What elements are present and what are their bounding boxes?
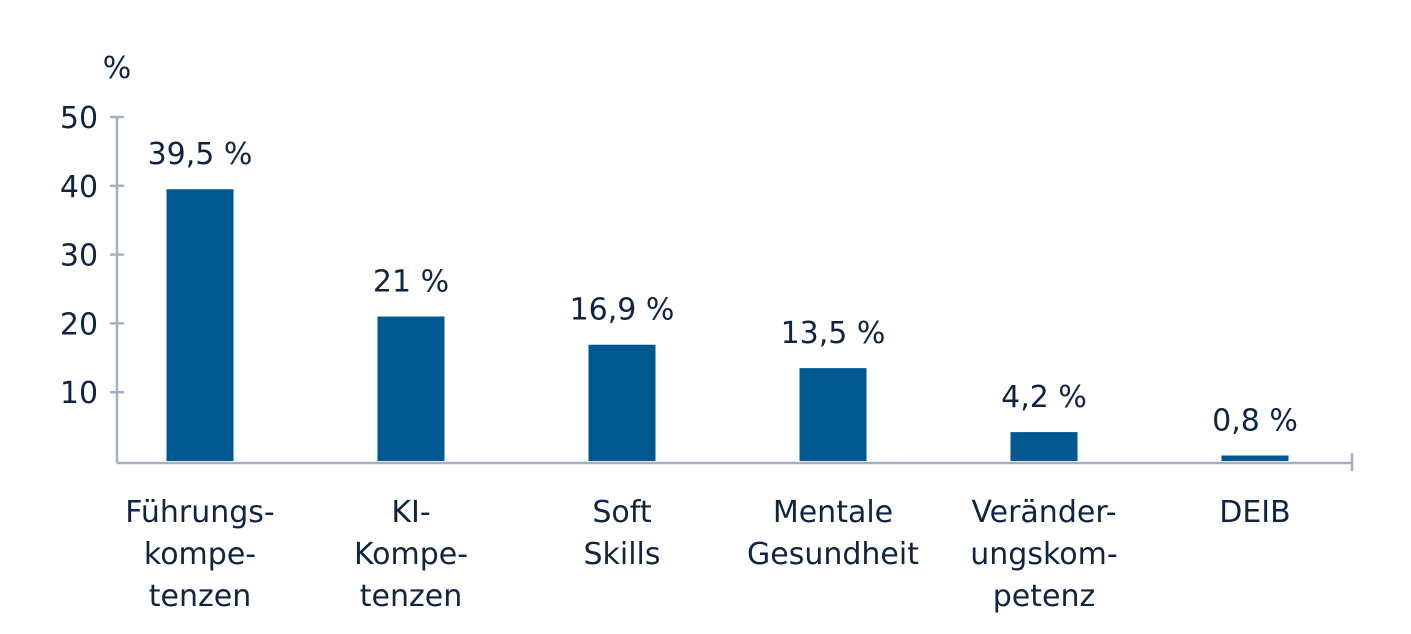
bar	[799, 368, 867, 461]
bar	[1010, 432, 1078, 461]
y-tick-label: 30	[60, 239, 98, 274]
x-tick-label: petenz	[993, 579, 1095, 614]
y-tick-label: 20	[60, 307, 98, 342]
x-tick-label: KI-	[391, 495, 430, 530]
x-tick-label: Führungs-	[125, 495, 275, 530]
x-tick-label: Kompe-	[354, 537, 468, 572]
x-tick-label: Veränder-	[971, 495, 1116, 530]
x-tick-label: tenzen	[149, 579, 251, 614]
y-tick-label: 50	[60, 101, 98, 136]
y-tick-label: 10	[60, 376, 98, 411]
x-tick-label: Gesundheit	[747, 537, 919, 572]
bar	[588, 344, 656, 461]
x-tick-label: DEIB	[1219, 495, 1290, 530]
x-tick-label: kompe-	[144, 537, 256, 572]
data-label: 21 %	[373, 265, 449, 300]
y-tick-label: 40	[60, 170, 98, 205]
x-tick-label: Soft	[592, 495, 651, 530]
data-label: 13,5 %	[781, 316, 886, 351]
x-tick-label: Skills	[583, 537, 660, 572]
data-label: 16,9 %	[570, 293, 675, 328]
bar	[377, 316, 445, 461]
x-tick-label: Mentale	[773, 495, 893, 530]
bar	[1221, 455, 1289, 461]
y-axis-label: %	[103, 51, 132, 86]
x-tick-label: ungskom-	[970, 537, 1117, 572]
data-label: 0,8 %	[1212, 403, 1298, 438]
bar	[166, 189, 234, 462]
data-label: 39,5 %	[148, 137, 253, 172]
x-tick-label: tenzen	[360, 579, 462, 614]
data-label: 4,2 %	[1001, 380, 1087, 415]
